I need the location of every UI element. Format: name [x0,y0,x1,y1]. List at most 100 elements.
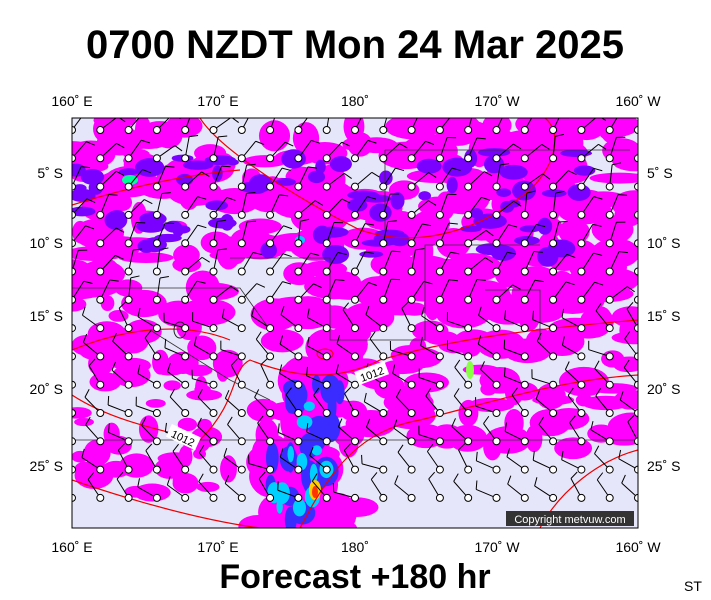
wind-barb [313,387,320,396]
rain-cell [258,120,291,152]
wind-barb [335,279,345,281]
wind-barb [165,165,175,168]
rain-cell [197,418,212,432]
wind-barb [336,335,341,344]
rain-cell [80,168,105,185]
station [407,380,416,389]
wind-barb [536,111,545,113]
wind-barb [399,143,408,149]
station [464,409,473,417]
station [577,182,586,191]
wind-barb [513,200,522,207]
wind-barb [112,332,117,342]
wind-barb [144,199,153,205]
station [124,352,133,361]
station [96,239,105,248]
station [181,267,190,276]
rain-cell [196,481,220,493]
wind-barb [555,190,565,194]
longitude-label: 160˚ W [615,539,661,555]
station [464,324,473,333]
wind-barb [117,443,125,451]
wind-barb [137,364,141,374]
station [577,465,586,474]
station [237,352,246,361]
station [407,465,416,474]
station [435,210,444,219]
station [351,295,359,304]
rain-cell [554,437,593,460]
wind-barb [254,389,260,398]
wind-barb [174,145,183,152]
longitude-label: 170˚ W [474,93,520,109]
wind-barb [54,420,57,429]
station [237,210,246,219]
wind-barb [508,224,518,228]
rain-cell [185,270,220,305]
longitude-label: 170˚ E [197,539,238,555]
wind-barb [311,139,320,144]
station [492,210,501,219]
rain-cell [607,412,638,442]
wind-barb [654,143,662,147]
wind-barb [285,387,292,396]
rain-cell [117,325,150,354]
wind-barb [369,331,376,340]
wind-barb [196,280,206,284]
rain-cell [304,273,364,300]
rain-cell [446,176,458,194]
rain-cell [541,189,567,198]
wind-barb [371,171,380,178]
wind-barb [72,440,73,442]
station [464,295,473,304]
station [124,380,133,389]
station [549,295,558,304]
wind-barb [88,358,96,367]
station [124,126,133,134]
station [351,239,359,248]
wind-barb [592,223,602,227]
rain-cell [122,175,138,185]
wind-barb [512,284,521,290]
rain-cell [72,259,89,274]
wind-barb [166,476,171,486]
wind-barb [504,310,507,320]
wind-barb [217,248,227,251]
rain-cell [519,225,541,233]
wind-barb [282,253,292,258]
station [379,324,388,333]
wind-barb [130,275,140,279]
wind-barb [133,248,143,251]
latitude-label: 20˚ S [647,381,680,397]
station [435,380,444,389]
wind-barb [86,141,95,146]
station [605,267,614,276]
wind-barb [454,359,461,368]
station [96,493,105,502]
rain-cell [548,318,600,338]
wind-barb [223,447,228,457]
rain-cell [205,200,229,211]
rain-cell [512,180,537,201]
station [605,239,614,248]
wind-barb [596,472,604,481]
station [351,154,359,163]
station [549,182,558,191]
station [351,437,359,446]
station [634,239,638,248]
station [634,380,638,389]
rain-cell [322,245,350,264]
station [351,380,359,389]
wind-barb [637,129,638,130]
rain-cell [468,125,515,155]
station [72,210,76,219]
wind-barb [72,497,73,498]
station [181,239,190,248]
rain-cell [561,221,585,242]
station [181,409,190,417]
wind-barb [568,170,577,176]
wind-barb [221,165,231,168]
wind-barb [197,389,203,398]
copyright: Copyright metvuw.com [514,514,625,526]
station [492,295,501,304]
